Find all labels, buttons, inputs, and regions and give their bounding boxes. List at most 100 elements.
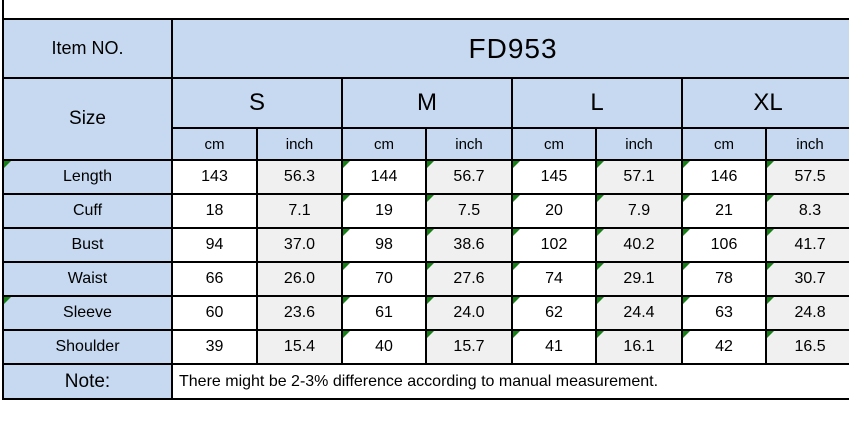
table-row: Bust 94 37.0 98 38.6 102 40.2 106 41.7 (2, 227, 849, 263)
table-cell: 24.8 (764, 295, 849, 331)
table-cell: 29.1 (595, 261, 683, 297)
row-label-sleeve: Sleeve (2, 295, 173, 331)
table-cell: 63 (681, 295, 767, 331)
row-label-waist: Waist (2, 261, 173, 297)
error-indicator-icon (684, 298, 690, 304)
table-cell: 102 (511, 227, 597, 263)
table-cell: 78 (681, 261, 767, 297)
error-indicator-icon (5, 298, 11, 304)
table-cell: 61 (341, 295, 427, 331)
table-row: Length 143 56.3 144 56.7 145 57.1 146 57.5 (2, 159, 849, 195)
error-indicator-icon (428, 162, 434, 168)
error-indicator-icon (344, 264, 350, 270)
error-indicator-icon (768, 162, 774, 168)
table-cell: 26.0 (256, 261, 343, 297)
error-indicator-icon (598, 298, 604, 304)
error-indicator-icon (514, 332, 520, 338)
size-header-m: M (341, 77, 513, 129)
table-cell: 15.4 (256, 329, 343, 365)
error-indicator-icon (768, 230, 774, 236)
table-row: Cuff 18 7.1 19 7.5 20 7.9 21 8.3 (2, 193, 849, 229)
unit-header: inch (425, 127, 513, 161)
item-no-value: FD953 (170, 18, 849, 79)
error-indicator-icon (344, 298, 350, 304)
table-row: Waist 66 26.0 70 27.6 74 29.1 78 30.7 (2, 261, 849, 297)
table-cell: 38.6 (425, 227, 513, 263)
error-indicator-icon (768, 332, 774, 338)
error-indicator-icon (684, 332, 690, 338)
error-indicator-icon (428, 196, 434, 202)
table-cell: 146 (681, 159, 767, 195)
error-indicator-icon (428, 332, 434, 338)
table-cell: 145 (511, 159, 597, 195)
table-cell: 57.5 (764, 159, 849, 195)
unit-header: inch (595, 127, 683, 161)
error-indicator-icon (428, 264, 434, 270)
row-label-shoulder: Shoulder (2, 329, 173, 365)
item-no-row: Item NO. FD953 (2, 18, 849, 79)
table-cell: 19 (341, 193, 427, 229)
error-indicator-icon (684, 230, 690, 236)
error-indicator-icon (344, 196, 350, 202)
table-cell: 7.9 (595, 193, 683, 229)
table-cell: 41 (511, 329, 597, 365)
error-indicator-icon (598, 196, 604, 202)
size-header-row: Size S M L XL (2, 77, 849, 161)
error-indicator-icon (514, 264, 520, 270)
row-label-cuff: Cuff (2, 193, 173, 229)
table-cell: 144 (341, 159, 427, 195)
table-row: Sleeve 60 23.6 61 24.0 62 24.4 63 24.8 (2, 295, 849, 331)
unit-header: cm (171, 127, 258, 161)
error-indicator-icon (684, 196, 690, 202)
error-indicator-icon (768, 264, 774, 270)
table-cell: 40 (341, 329, 427, 365)
table-cell: 20 (511, 193, 597, 229)
error-indicator-icon (344, 332, 350, 338)
error-indicator-icon (768, 298, 774, 304)
table-cell: 56.3 (256, 159, 343, 195)
table-cell: 98 (341, 227, 427, 263)
table-cell: 21 (681, 193, 767, 229)
table-cell: 56.7 (425, 159, 513, 195)
table-cell: 70 (341, 261, 427, 297)
table-cell: 41.7 (764, 227, 849, 263)
table-cell: 24.4 (595, 295, 683, 331)
note-row: Note: There might be 2-3% difference acc… (2, 363, 849, 400)
table-cell: 40.2 (595, 227, 683, 263)
measurement-rows: Length 143 56.3 144 56.7 145 57.1 146 57.5 Cuff 18… (2, 159, 849, 365)
table-cell: 74 (511, 261, 597, 297)
error-indicator-icon (514, 230, 520, 236)
error-indicator-icon (598, 230, 604, 236)
table-cell: 27.6 (425, 261, 513, 297)
table-row: Shoulder 39 15.4 40 15.7 41 16.1 42 16.5 (2, 329, 849, 365)
error-indicator-icon (5, 162, 11, 168)
table-cell: 66 (171, 261, 258, 297)
size-header-l: L (511, 77, 683, 129)
table-cell: 7.5 (425, 193, 513, 229)
table-cell: 143 (171, 159, 258, 195)
error-indicator-icon (684, 162, 690, 168)
table-cell: 94 (171, 227, 258, 263)
table-cell: 62 (511, 295, 597, 331)
table-cell: 16.5 (764, 329, 849, 365)
error-indicator-icon (514, 162, 520, 168)
table-cell: 30.7 (764, 261, 849, 297)
unit-header: cm (681, 127, 767, 161)
unit-header: inch (256, 127, 343, 161)
table-cell: 7.1 (256, 193, 343, 229)
size-header-xl: XL (680, 77, 849, 129)
size-chart-container: Item NO. FD953 Size S M L XL cm inch cm … (2, 18, 849, 400)
size-header-s: S (171, 77, 343, 129)
error-indicator-icon (428, 230, 434, 236)
error-indicator-icon (768, 196, 774, 202)
unit-header: cm (341, 127, 427, 161)
note-text: There might be 2-3% difference according… (170, 363, 849, 400)
error-indicator-icon (344, 230, 350, 236)
table-cell: 60 (171, 295, 258, 331)
table-cell: 57.1 (595, 159, 683, 195)
table-cell: 18 (171, 193, 258, 229)
unit-header: cm (511, 127, 597, 161)
error-indicator-icon (344, 162, 350, 168)
error-indicator-icon (514, 196, 520, 202)
unit-header-row: cm inch cm inch cm inch cm inch (3, 127, 849, 161)
